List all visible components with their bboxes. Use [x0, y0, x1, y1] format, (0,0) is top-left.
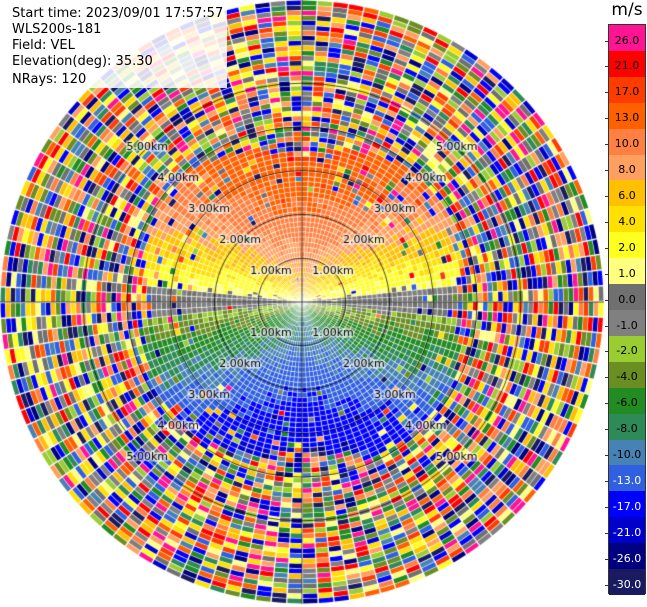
instrument-label: WLS200s-181 [12, 22, 102, 37]
colorbar-segment [609, 439, 645, 466]
colorbar-segment [609, 309, 645, 336]
colorbar-segment [609, 335, 645, 362]
field-label: Field: VEL [12, 38, 75, 53]
colorbar-segment [609, 76, 645, 103]
start-time-label: Start time: 2023/09/01 17:57:57 [12, 6, 224, 21]
colorbar-segment [609, 569, 645, 595]
colorbar-segment [609, 387, 645, 414]
colorbar-segment [609, 180, 645, 207]
colorbar-segment [609, 232, 645, 259]
nrays-label: NRays: 120 [12, 72, 87, 87]
colorbar-unit: m/s [611, 0, 643, 20]
colorbar-segment [609, 491, 645, 518]
colorbar-segment [609, 465, 645, 492]
elevation-label: Elevation(deg): 35.30 [12, 54, 153, 69]
colorbar-segment [609, 413, 645, 440]
colorbar-segment [609, 128, 645, 155]
velocity-colorbar: 26.0 21.0 17.0 13.0 10.0 8.0 6.0 4.0 2.0 1.0 0.0 -1… [605, 24, 646, 595]
colorbar-segment [609, 25, 645, 51]
ppi-velocity-plot [0, 0, 606, 607]
scan-info-panel: Start time: 2023/09/01 17:57:57 WLS200s-… [8, 6, 228, 88]
colorbar-segment [609, 284, 645, 310]
colorbar-segment [609, 517, 645, 544]
colorbar-segment [609, 50, 645, 77]
colorbar-segment [609, 543, 645, 570]
colorbar-segment [609, 154, 645, 181]
colorbar-segment [609, 258, 645, 285]
colorbar-segment [609, 206, 645, 233]
colorbar-segment [609, 102, 645, 129]
colorbar-segment [609, 361, 645, 388]
